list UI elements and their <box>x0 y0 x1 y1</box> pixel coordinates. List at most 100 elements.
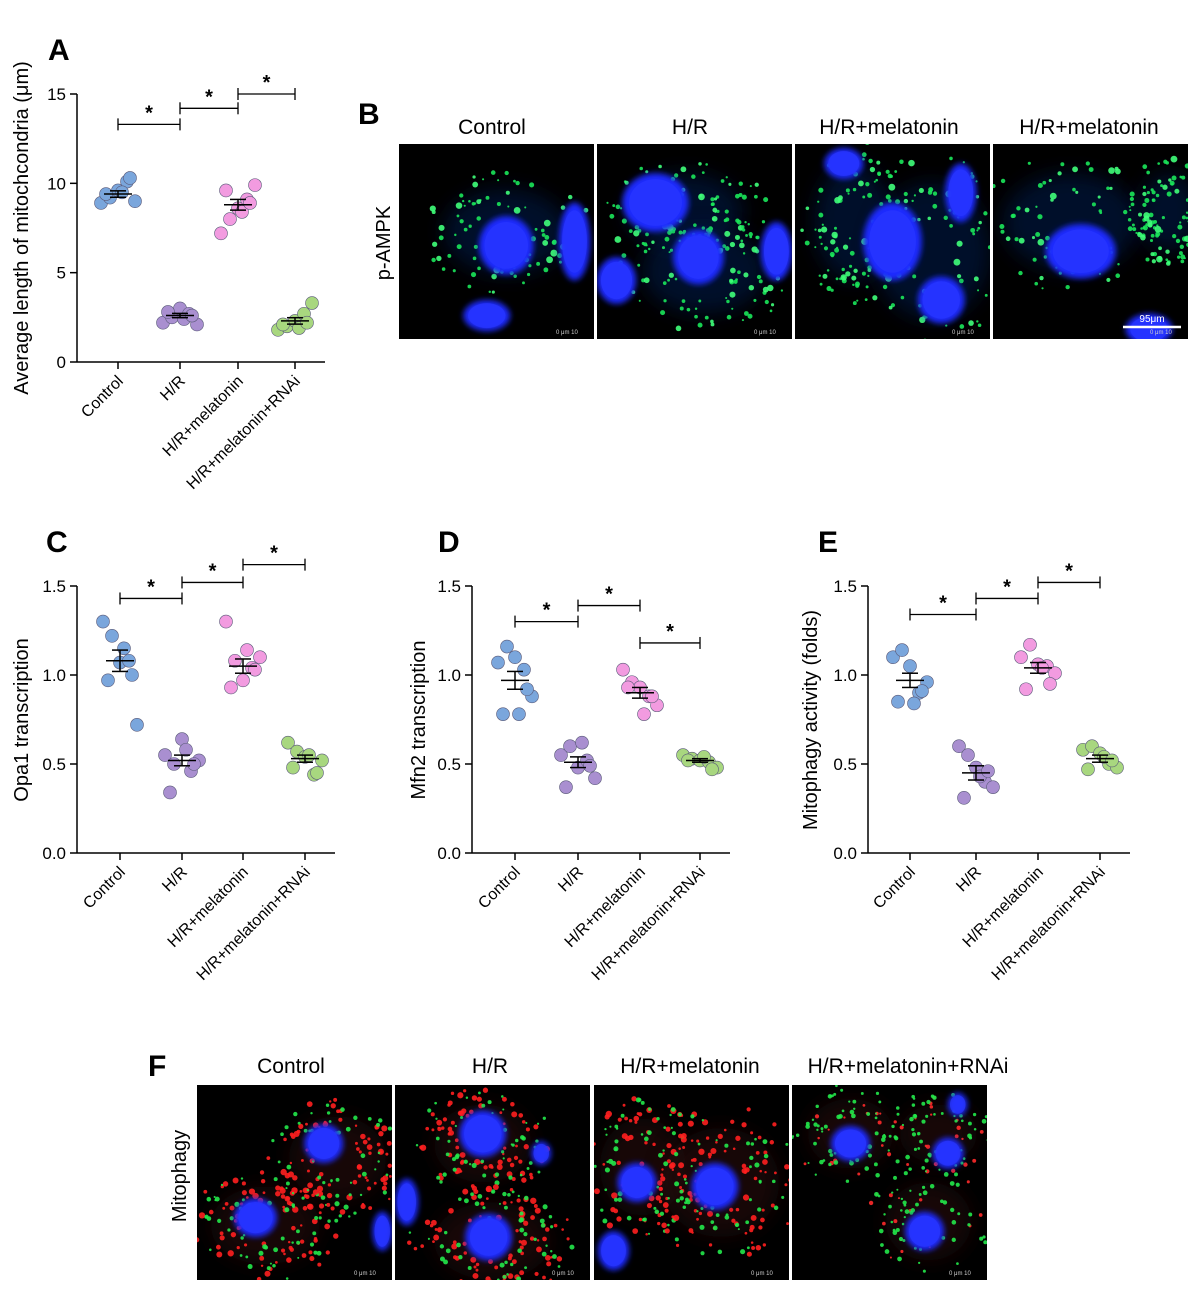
fluorescent-puncta <box>429 205 436 212</box>
fluorescent-puncta <box>852 187 857 192</box>
fluorescent-puncta <box>717 1249 723 1255</box>
fluorescent-puncta <box>943 1172 949 1177</box>
fluorescent-puncta <box>480 1159 485 1164</box>
fluorescent-puncta <box>439 1256 445 1262</box>
fluorescent-puncta <box>835 277 839 281</box>
fluorescent-puncta <box>1027 161 1031 165</box>
fluorescent-puncta <box>748 284 755 291</box>
fluorescent-puncta <box>680 166 687 173</box>
fluorescent-puncta <box>438 1172 443 1177</box>
fluorescent-puncta <box>388 1174 392 1178</box>
fluorescent-puncta <box>530 1215 535 1220</box>
fluorescent-puncta <box>715 1213 720 1218</box>
fluorescent-puncta <box>497 1159 503 1165</box>
fluorescent-puncta <box>890 1220 894 1224</box>
fluorescent-puncta <box>736 219 742 225</box>
fluorescent-puncta <box>291 1225 296 1231</box>
data-point-c <box>167 757 181 771</box>
fluorescent-puncta <box>1117 262 1120 266</box>
fluorescent-puncta <box>299 1224 303 1227</box>
fluorescent-puncta <box>307 1182 314 1189</box>
fluorescent-puncta <box>678 1162 685 1169</box>
fluorescent-puncta <box>352 1179 358 1185</box>
nucleus-core <box>909 1215 941 1247</box>
fluorescent-puncta <box>819 282 823 286</box>
data-point-d <box>637 707 651 721</box>
fluorescent-puncta <box>958 278 964 284</box>
fluorescent-puncta <box>1185 216 1188 220</box>
fluorescent-puncta <box>520 1239 527 1246</box>
fluorescent-puncta <box>657 1221 661 1226</box>
fluorescent-puncta <box>463 227 468 232</box>
fluorescent-puncta <box>888 1134 892 1138</box>
fluorescent-puncta <box>960 1119 964 1123</box>
fluorescent-puncta <box>927 190 933 195</box>
fluorescent-puncta <box>517 1194 520 1198</box>
fluorescent-puncta <box>419 1144 427 1151</box>
fluorescent-puncta <box>867 1153 872 1158</box>
fluorescent-puncta <box>919 1139 923 1144</box>
fluorescent-puncta <box>851 275 857 281</box>
fluorescent-puncta <box>633 230 640 237</box>
fluorescent-puncta <box>860 1092 864 1095</box>
x-tick-label-d: Control <box>475 864 523 912</box>
row-label-p-ampk: p-AMPK <box>373 205 395 280</box>
fluorescent-puncta <box>842 244 849 250</box>
fluorescent-puncta <box>698 1211 703 1216</box>
fluorescent-puncta <box>489 1279 493 1280</box>
fluorescent-puncta <box>769 1140 775 1145</box>
fluorescent-puncta <box>366 1144 373 1150</box>
fluorescent-puncta <box>852 283 855 287</box>
micro-scale-text: 0 μm 10 <box>952 330 974 336</box>
fluorescent-puncta <box>472 256 477 261</box>
fluorescent-puncta <box>984 293 988 297</box>
image-tile-b-3: 0 μm 10 <box>795 144 990 339</box>
fluorescent-puncta <box>917 1147 921 1150</box>
fluorescent-puncta <box>740 1249 746 1255</box>
fluorescent-puncta <box>534 227 538 231</box>
fluorescent-puncta <box>230 1231 237 1238</box>
fluorescent-puncta <box>594 1164 597 1168</box>
fluorescent-puncta <box>1060 162 1065 167</box>
fluorescent-puncta <box>755 235 760 240</box>
fluorescent-puncta <box>604 1188 608 1192</box>
fluorescent-puncta <box>717 1133 723 1140</box>
fluorescent-puncta <box>690 1114 695 1119</box>
fluorescent-puncta <box>408 1231 412 1234</box>
fluorescent-puncta <box>651 240 655 244</box>
fluorescent-puncta <box>849 1160 854 1166</box>
fluorescent-puncta <box>1166 191 1172 197</box>
fluorescent-puncta <box>671 1131 676 1136</box>
fluorescent-puncta <box>679 306 684 311</box>
fluorescent-puncta <box>303 1194 308 1198</box>
fluorescent-puncta <box>284 1195 291 1202</box>
fluorescent-puncta <box>738 192 743 197</box>
fluorescent-puncta <box>987 1220 989 1222</box>
fluorescent-puncta <box>434 1228 438 1231</box>
fluorescent-puncta <box>523 1144 529 1150</box>
significance-star-c: * <box>147 576 155 598</box>
fluorescent-puncta <box>1195 204 1198 207</box>
fluorescent-puncta <box>977 323 982 328</box>
fluorescent-puncta <box>518 1218 523 1223</box>
fluorescent-puncta <box>383 1181 388 1186</box>
fluorescent-puncta <box>805 206 810 211</box>
fluorescent-puncta <box>1106 277 1111 282</box>
fluorescent-puncta <box>813 1122 818 1127</box>
nucleus-core <box>464 1115 502 1153</box>
fluorescent-puncta <box>728 182 732 186</box>
fluorescent-puncta <box>987 245 990 250</box>
fluorescent-puncta <box>508 1253 513 1258</box>
micro-scale-text: 0 μm 10 <box>556 330 578 336</box>
fluorescent-puncta <box>544 1255 551 1261</box>
fluorescent-puncta <box>534 1287 536 1289</box>
fluorescent-puncta <box>912 1113 918 1119</box>
fluorescent-puncta <box>977 289 980 292</box>
fluorescent-puncta <box>459 1278 463 1280</box>
fluorescent-puncta <box>465 1096 469 1100</box>
fluorescent-puncta <box>930 1113 933 1116</box>
fluorescent-puncta <box>456 1242 461 1248</box>
column-label-b-3: H/R+melatonin <box>819 116 958 139</box>
fluorescent-puncta <box>698 193 705 201</box>
